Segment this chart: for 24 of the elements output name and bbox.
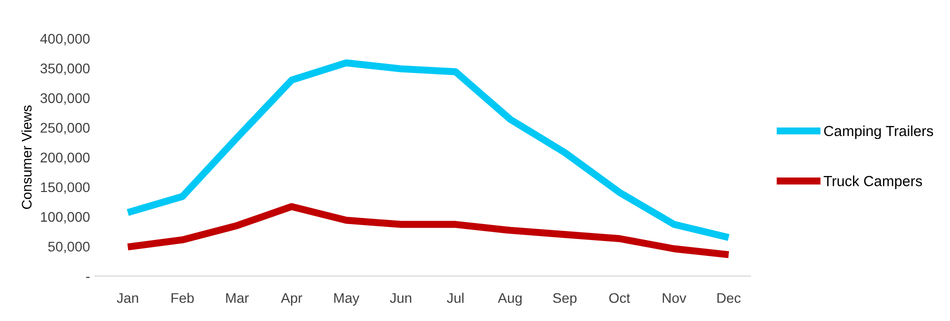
x-tick-label: Aug	[498, 293, 522, 306]
x-tick-label: Nov	[662, 293, 686, 303]
x-tick-label: Jun	[390, 293, 412, 303]
x-tick-label: Jul	[446, 292, 464, 303]
legend-label: Truck Campers	[824, 176, 922, 190]
x-tick-label: Jan	[116, 293, 138, 303]
y-tick-label: -	[86, 276, 90, 278]
legend-label: Camping Trailers	[824, 125, 934, 140]
x-tick-label: May	[334, 293, 360, 306]
y-tick-label: 250,000	[40, 122, 90, 134]
x-tick-label: Dec	[717, 293, 741, 303]
x-tick-label: Feb	[172, 292, 194, 303]
y-tick-label: 350,000	[40, 64, 90, 76]
y-tick-label: 200,000	[40, 152, 90, 164]
y-tick-label: 300,000	[40, 93, 90, 105]
x-tick-label: Apr	[280, 293, 302, 306]
y-axis-title: Consumer Views	[21, 105, 32, 209]
y-tick-label: 100,000	[41, 212, 90, 224]
x-tick-label: Mar	[226, 293, 249, 303]
y-tick-label: 50,000	[48, 242, 90, 254]
x-tick-label: Oct	[609, 293, 630, 303]
y-tick-label: 400,000	[40, 34, 90, 46]
x-tick-label: Sep	[553, 293, 577, 306]
y-tick-label: 150,000	[41, 182, 90, 194]
